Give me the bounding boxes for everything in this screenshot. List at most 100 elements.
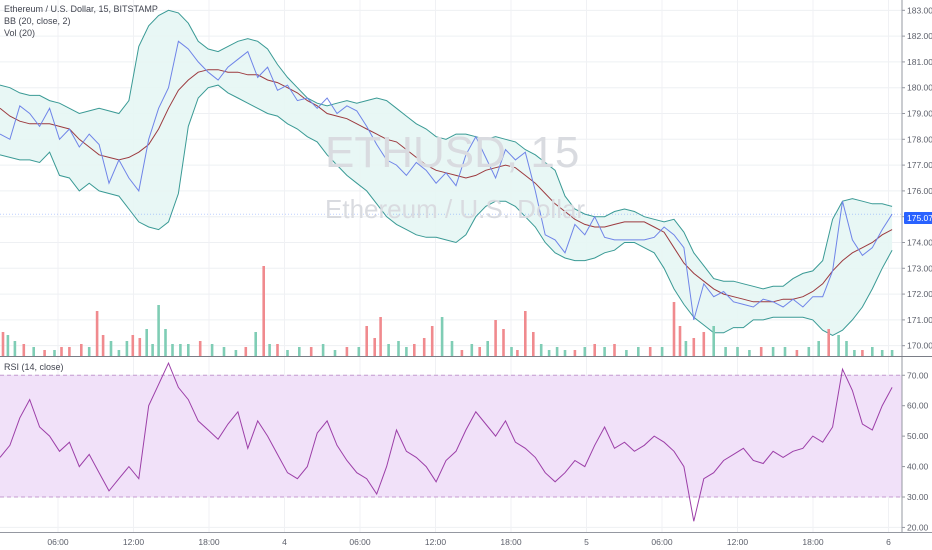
volume-bar [125,341,129,356]
bb-upper-line [0,9,893,290]
volume-bar [759,347,763,356]
volume-bar [486,341,489,356]
volume-bar [637,347,640,356]
volume-bars [1,266,894,356]
volume-bar [712,326,715,356]
volume-bar [345,347,349,356]
volume-bar [244,347,248,356]
volume-bar [795,350,799,356]
rsi-axis-tick: 40.00 [907,462,929,472]
rsi-axis-tick: 30.00 [907,492,929,502]
volume-bar [357,347,361,356]
volume-bar [532,332,535,356]
time-axis-tick: 06:00 [651,537,673,547]
volume-bar [164,329,167,356]
volume-bar [422,338,426,356]
volume-bar [413,344,416,356]
volume-bar [516,350,519,356]
volume-bar [333,350,337,356]
time-axis-tick: 12:00 [123,537,145,547]
price-axis-tick: 182.00 [907,31,932,41]
volume-bar [87,347,91,356]
volume-bar [593,344,596,356]
volume-bar [603,347,606,356]
volume-bar [880,350,884,356]
rsi-axis-tick: 70.00 [907,370,929,380]
time-axis-tick: 06:00 [47,537,69,547]
volume-bar [470,344,474,356]
time-axis-tick: 12:00 [425,537,447,547]
volume-bar [151,344,154,356]
rsi-axis-tick: 60.00 [907,401,929,411]
volume-bar [478,347,481,356]
volume-bar [222,347,226,356]
volume-bar [450,341,454,356]
volume-bar [583,347,587,356]
volume-bar [286,350,289,356]
price-axis-tick: 178.00 [907,134,932,144]
rsi-legend[interactable]: RSI (14, close) [4,362,64,372]
volume-bar [32,347,35,356]
price-axis-tick: 183.00 [907,5,932,15]
volume-bar [539,344,543,356]
volume-bar [13,341,17,356]
volume-bar [771,347,775,356]
time-axis-tick: 5 [584,537,589,547]
volume-bar [234,350,238,356]
volume-bar [198,341,202,356]
price-axis-tick: 177.00 [907,160,932,170]
volume-bar [573,350,577,356]
volume-bar [187,344,190,356]
volume-bar [678,326,682,356]
price-axis-tick: 173.00 [907,263,932,273]
volume-bar [702,332,706,356]
volume-bar [510,347,513,356]
volume-bar [365,326,368,356]
volume-bar [807,347,811,356]
volume-bar [861,350,864,356]
volume-bar [613,344,616,356]
time-axis-tick: 06:00 [349,537,371,547]
time-axis-tick: 18:00 [802,537,824,547]
time-axis-tick: 12:00 [727,537,749,547]
volume-bar [268,344,271,356]
time-axis-tick: 18:00 [198,537,220,547]
volume-bar [101,335,105,356]
price-axis-tick: 171.00 [907,315,932,325]
volume-bar [53,350,56,356]
symbol-legend[interactable]: Ethereum / U.S. Dollar, 15, BITSTAMP [4,4,158,14]
volume-bar [179,344,182,356]
volume-bar [783,347,787,356]
price-axis-tick: 174.00 [907,237,932,247]
volume-bar [387,344,390,356]
volume-bar [131,335,135,356]
volume-bar [890,350,894,356]
bb-legend[interactable]: BB (20, close, 2) [4,16,71,26]
volume-bar [827,329,830,356]
volume-bar [547,350,551,356]
volume-bar [524,311,527,356]
rsi-axis-tick: 50.00 [907,431,929,441]
volume-bar [845,341,848,356]
volume-bar [684,341,688,356]
volume-bar [724,347,727,356]
volume-bar [871,347,874,356]
volume-bar [625,350,628,356]
volume-bar [494,320,497,356]
price-series [0,40,902,321]
volume-bar [736,347,739,356]
vol-legend[interactable]: Vol (20) [4,28,36,38]
volume-bar [460,350,464,356]
volume-bar [157,305,160,356]
volume-bar [648,347,652,356]
time-axis-tick: 4 [282,537,287,547]
volume-bar [430,326,434,356]
volume-bar [138,338,142,356]
price-axis-tick: 172.00 [907,289,932,299]
time-axis-tick: 6 [886,537,891,547]
volume-bar [672,302,676,356]
volume-bar [502,329,505,356]
rsi-axis-tick: 20.00 [907,522,929,532]
